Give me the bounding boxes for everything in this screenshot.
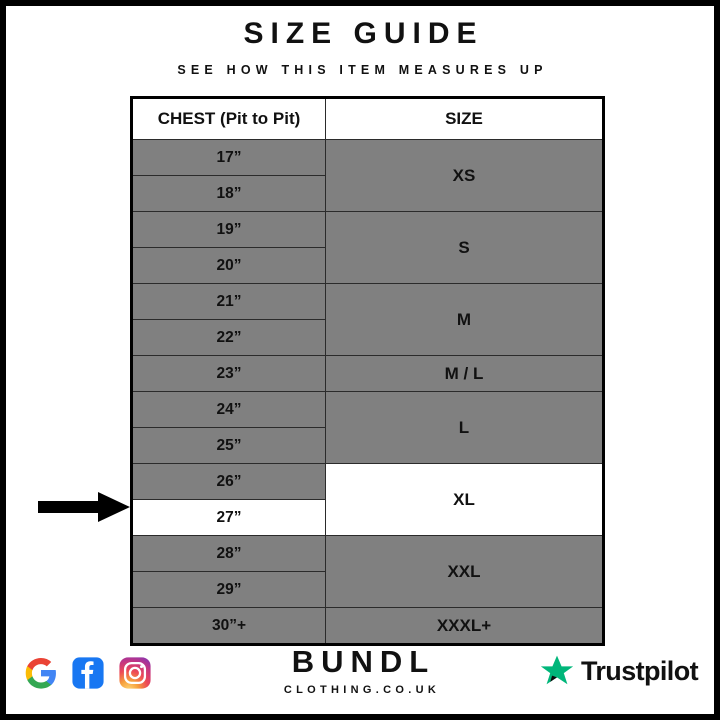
cell-chest: 27” bbox=[131, 499, 326, 536]
size-table-head: CHEST (Pit to Pit) SIZE bbox=[131, 97, 604, 140]
page-header: SIZE GUIDE SEE HOW THIS ITEM MEASURES UP bbox=[6, 6, 714, 77]
trustpilot-star-icon bbox=[540, 655, 574, 685]
cell-size: XS bbox=[325, 139, 604, 212]
cell-chest: 17” bbox=[131, 139, 326, 176]
brand-domain: CLOTHING.CO.UK bbox=[283, 684, 441, 696]
google-icon[interactable] bbox=[24, 656, 58, 690]
instagram-icon[interactable] bbox=[118, 656, 152, 690]
size-table-wrapper: CHEST (Pit to Pit) SIZE 17” XS 18” 19” S 20” 2… bbox=[130, 96, 605, 646]
cell-chest: 24” bbox=[131, 391, 326, 428]
page-title: SIZE GUIDE bbox=[243, 17, 484, 50]
table-row: 19” S bbox=[131, 211, 604, 284]
cell-chest: 28” bbox=[131, 535, 326, 572]
table-row: 30”+ XXXL+ bbox=[131, 607, 604, 645]
arrow-right-icon bbox=[38, 492, 130, 522]
cell-chest: 30”+ bbox=[131, 607, 326, 645]
cell-size: S bbox=[325, 211, 604, 284]
column-header-size: SIZE bbox=[325, 97, 604, 140]
size-table: CHEST (Pit to Pit) SIZE 17” XS 18” 19” S 20” 2… bbox=[130, 96, 605, 646]
table-row: 26” XL bbox=[131, 463, 604, 536]
cell-chest: 26” bbox=[131, 463, 326, 500]
cell-size: M bbox=[325, 283, 604, 356]
table-row: 21” M bbox=[131, 283, 604, 356]
page-footer: BUNDL CLOTHING.CO.UK Trustpilot bbox=[6, 640, 714, 706]
cell-chest: 19” bbox=[131, 211, 326, 248]
table-row: 18” bbox=[131, 175, 604, 212]
social-links bbox=[24, 656, 152, 690]
trustpilot-badge[interactable]: Trustpilot bbox=[540, 654, 699, 688]
brand-name: BUNDL bbox=[291, 644, 436, 679]
cell-chest: 25” bbox=[131, 427, 326, 464]
cell-size: XXXL+ bbox=[325, 607, 604, 645]
table-row: 29” bbox=[131, 571, 604, 608]
cell-chest: 20” bbox=[131, 247, 326, 284]
page-subtitle: SEE HOW THIS ITEM MEASURES UP bbox=[177, 62, 548, 77]
cell-chest: 23” bbox=[131, 355, 326, 392]
table-header-row: CHEST (Pit to Pit) SIZE bbox=[131, 97, 604, 140]
facebook-icon[interactable] bbox=[71, 656, 105, 690]
table-row: 28” XXL bbox=[131, 535, 604, 608]
cell-chest: 18” bbox=[131, 175, 326, 212]
table-row: 24” L bbox=[131, 391, 604, 464]
size-table-body: 17” XS 18” 19” S 20” 21” M 22” 23” M / L 24” L 25” 26”… bbox=[131, 139, 604, 645]
table-row: 23” M / L bbox=[131, 355, 604, 392]
table-row: 17” XS bbox=[131, 139, 604, 212]
column-header-chest: CHEST (Pit to Pit) bbox=[131, 97, 326, 140]
table-row: 25” bbox=[131, 427, 604, 464]
highlight-arrow-indicator bbox=[38, 492, 130, 522]
brand-logo: BUNDL CLOTHING.CO.UK bbox=[6, 646, 714, 696]
table-row: 27” bbox=[131, 499, 604, 536]
cell-chest: 21” bbox=[131, 283, 326, 320]
cell-chest: 22” bbox=[131, 319, 326, 356]
cell-size: M / L bbox=[325, 355, 604, 392]
cell-size: XL bbox=[325, 463, 604, 536]
trustpilot-label: Trustpilot bbox=[581, 655, 699, 686]
cell-size: L bbox=[325, 391, 604, 464]
table-row: 20” bbox=[131, 247, 604, 284]
cell-size: XXL bbox=[325, 535, 604, 608]
cell-chest: 29” bbox=[131, 571, 326, 608]
